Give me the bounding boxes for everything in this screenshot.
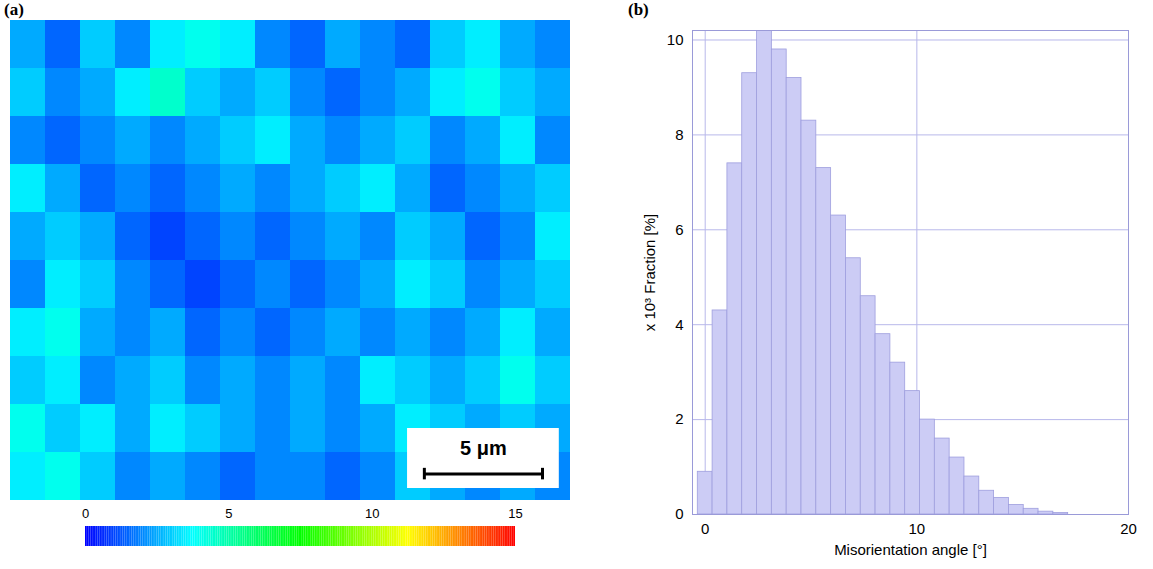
svg-text:6: 6	[675, 221, 683, 238]
svg-text:0: 0	[701, 520, 709, 537]
svg-text:4: 4	[675, 315, 683, 332]
svg-text:5: 5	[225, 506, 232, 521]
svg-text:15: 15	[508, 506, 522, 521]
svg-text:2: 2	[675, 410, 683, 427]
svg-text:0: 0	[82, 506, 89, 521]
svg-text:10: 10	[365, 506, 379, 521]
svg-text:20: 20	[1120, 520, 1137, 537]
svg-text:Misorientation angle [°]: Misorientation angle [°]	[834, 541, 987, 558]
svg-text:5 μm: 5 μm	[460, 437, 507, 459]
svg-text:x 10³ Fraction [%]: x 10³ Fraction [%]	[641, 214, 658, 332]
html-text:(a): (a)	[4, 0, 24, 19]
svg-text:0: 0	[675, 505, 683, 522]
svg-text:8: 8	[675, 126, 683, 143]
svg-text:10: 10	[667, 31, 684, 48]
html-text:(b): (b)	[628, 0, 649, 19]
svg-text:10: 10	[909, 520, 926, 537]
